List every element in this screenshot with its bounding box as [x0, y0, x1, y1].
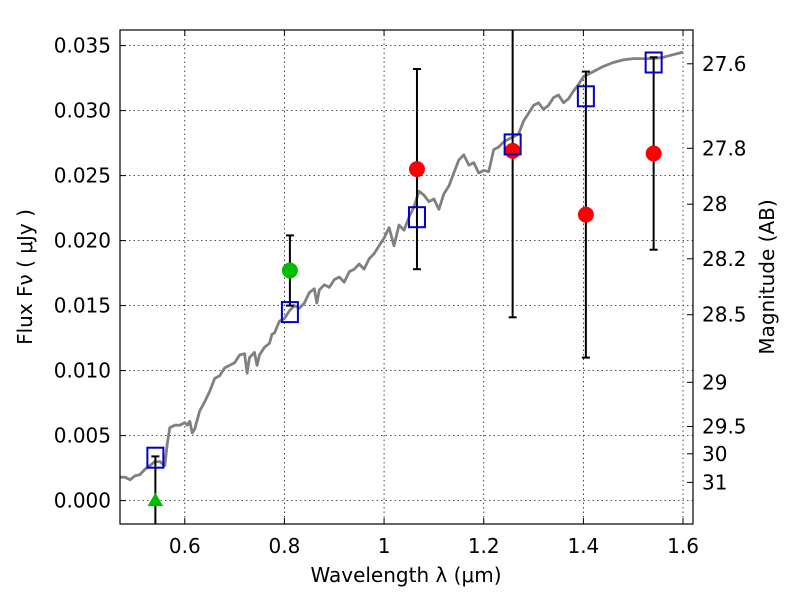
y-tick-label: 0.005 — [54, 424, 111, 448]
y-tick-label: 0.035 — [54, 34, 111, 58]
y2-tick-label: 30 — [702, 442, 727, 466]
x-tick-label: 0.8 — [269, 534, 301, 558]
x-axis-title: Wavelength λ (μm) — [310, 563, 501, 587]
tick-labels: 0.6 0.8 1 1.2 1.4 1.6 0.000 0.005 0.010 0.015 0.02… — [54, 34, 747, 558]
red-detection-point — [577, 206, 594, 223]
x-tick-label: 0.6 — [169, 534, 201, 558]
y2-tick-label: 29.5 — [702, 415, 747, 439]
plot-frame — [119, 29, 694, 525]
x-tick-label: 1.4 — [567, 534, 599, 558]
y-tick-label: 0.015 — [54, 294, 111, 318]
red-detection-point — [408, 161, 425, 178]
y2-tick-label: 27.8 — [702, 136, 747, 160]
model-flux-square — [280, 301, 299, 324]
model-flux-square — [576, 85, 595, 108]
y2-tick-label: 31 — [702, 470, 727, 494]
model-flux-square — [407, 206, 426, 229]
y2-tick-label: 29 — [702, 370, 727, 394]
y-axis-title: Flux Fν ( μJy ) — [13, 209, 37, 345]
y2-tick-label: 27.6 — [702, 52, 747, 76]
y-tick-label: 0.000 — [54, 489, 111, 513]
grid — [120, 30, 693, 524]
red-detection-point — [645, 145, 662, 162]
model-flux-square — [146, 446, 165, 469]
axis-ticks — [120, 30, 693, 524]
right-axis-title: Magnitude (AB) — [755, 199, 779, 354]
x-tick-label: 1.6 — [667, 534, 699, 558]
y-tick-label: 0.030 — [54, 99, 111, 123]
y2-tick-label: 28 — [702, 192, 727, 216]
model-flux-square — [503, 133, 522, 156]
sed-model-curve-layer — [120, 50, 684, 482]
y-tick-label: 0.020 — [54, 229, 111, 253]
model-flux-square — [644, 51, 663, 74]
sed-model-curve — [120, 50, 684, 482]
y-tick-label: 0.010 — [54, 359, 111, 383]
red-detection-point — [504, 142, 521, 159]
y-tick-label: 0.025 — [54, 164, 111, 188]
green-detection-point — [281, 262, 298, 279]
x-tick-label: 1.2 — [468, 534, 500, 558]
y2-tick-label: 28.5 — [702, 303, 747, 327]
data-markers — [146, 51, 663, 507]
y2-tick-label: 28.2 — [702, 247, 747, 271]
x-tick-label: 1 — [378, 534, 391, 558]
green-triangle-point — [147, 492, 164, 507]
